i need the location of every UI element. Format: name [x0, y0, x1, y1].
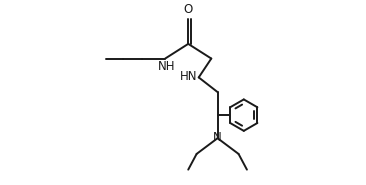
Text: HN: HN [180, 70, 198, 83]
Text: N: N [213, 131, 222, 144]
Text: O: O [184, 3, 193, 16]
Text: NH: NH [157, 60, 175, 73]
